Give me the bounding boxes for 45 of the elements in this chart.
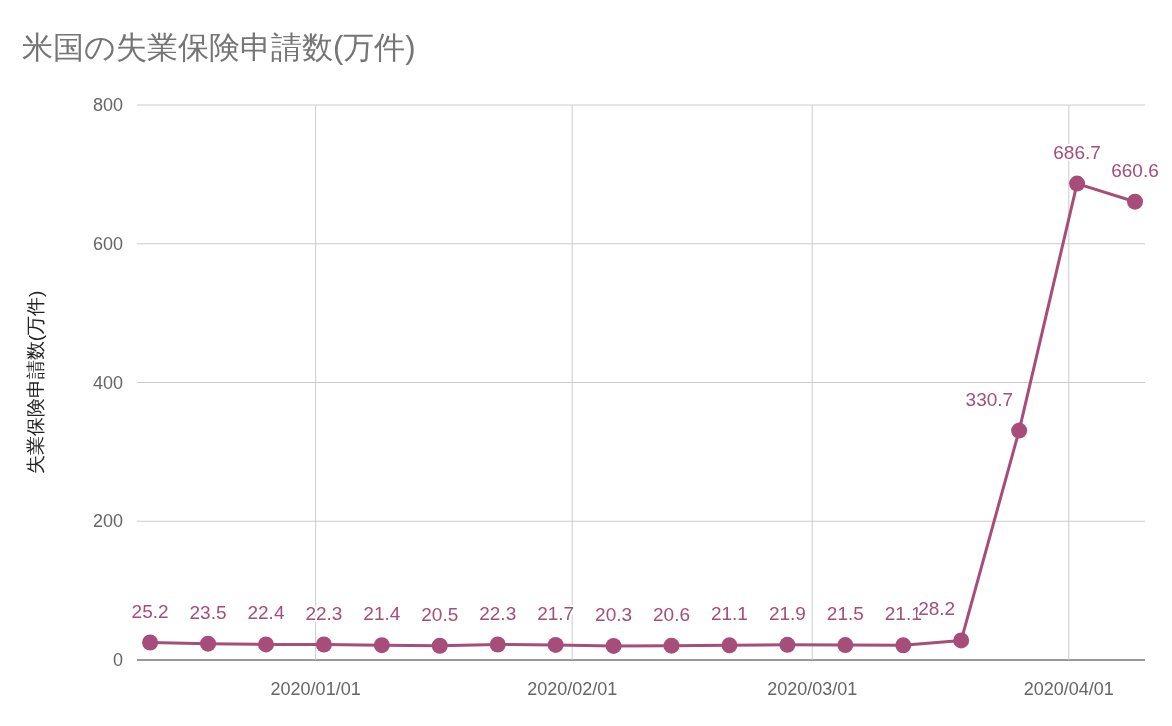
data-label: 20.5	[421, 603, 459, 625]
point	[953, 632, 970, 649]
data-label: 20.3	[595, 603, 633, 625]
data-label: 22.3	[479, 602, 517, 624]
point	[1069, 175, 1086, 192]
point	[547, 636, 564, 653]
point	[315, 636, 332, 653]
data-label: 686.7	[1053, 141, 1101, 163]
point	[721, 637, 738, 654]
y-tick-label: 600	[92, 233, 123, 254]
point	[142, 634, 159, 651]
data-label: 21.5	[826, 603, 864, 625]
x-tick-label: 2020/04/01	[1023, 679, 1114, 699]
point	[779, 636, 796, 653]
point	[489, 636, 506, 653]
point	[200, 635, 217, 652]
point	[837, 637, 854, 654]
y-axis-title: 失業保険申請数(万件)	[25, 290, 46, 475]
data-label: 21.9	[768, 602, 806, 624]
point	[605, 637, 622, 654]
y-tick-label: 400	[92, 372, 123, 393]
point	[431, 637, 448, 654]
point	[373, 637, 390, 654]
data-label: 660.6	[1111, 159, 1159, 181]
data-label: 23.5	[189, 601, 227, 623]
point	[257, 636, 274, 653]
y-tick-label: 800	[92, 95, 123, 115]
data-label: 20.6	[653, 603, 691, 625]
data-label: 22.3	[305, 602, 343, 624]
y-tick-label: 200	[92, 511, 123, 532]
data-label: 21.7	[537, 602, 575, 624]
x-tick-label: 2020/01/01	[270, 679, 361, 699]
data-label: 21.1	[710, 603, 748, 625]
point	[1011, 422, 1028, 439]
data-label: 25.2	[131, 600, 169, 622]
point	[663, 637, 680, 654]
x-tick-label: 2020/03/01	[767, 679, 858, 699]
data-label: 21.4	[363, 603, 401, 625]
chart-title: 米国の失業保険申請数(万件)	[22, 30, 416, 65]
x-tick-label: 2020/02/01	[527, 679, 618, 699]
data-label: 22.4	[247, 602, 285, 624]
y-tick-label: 0	[112, 650, 123, 670]
point	[1127, 193, 1143, 210]
point	[895, 637, 912, 654]
data-label: 330.7	[965, 388, 1014, 410]
